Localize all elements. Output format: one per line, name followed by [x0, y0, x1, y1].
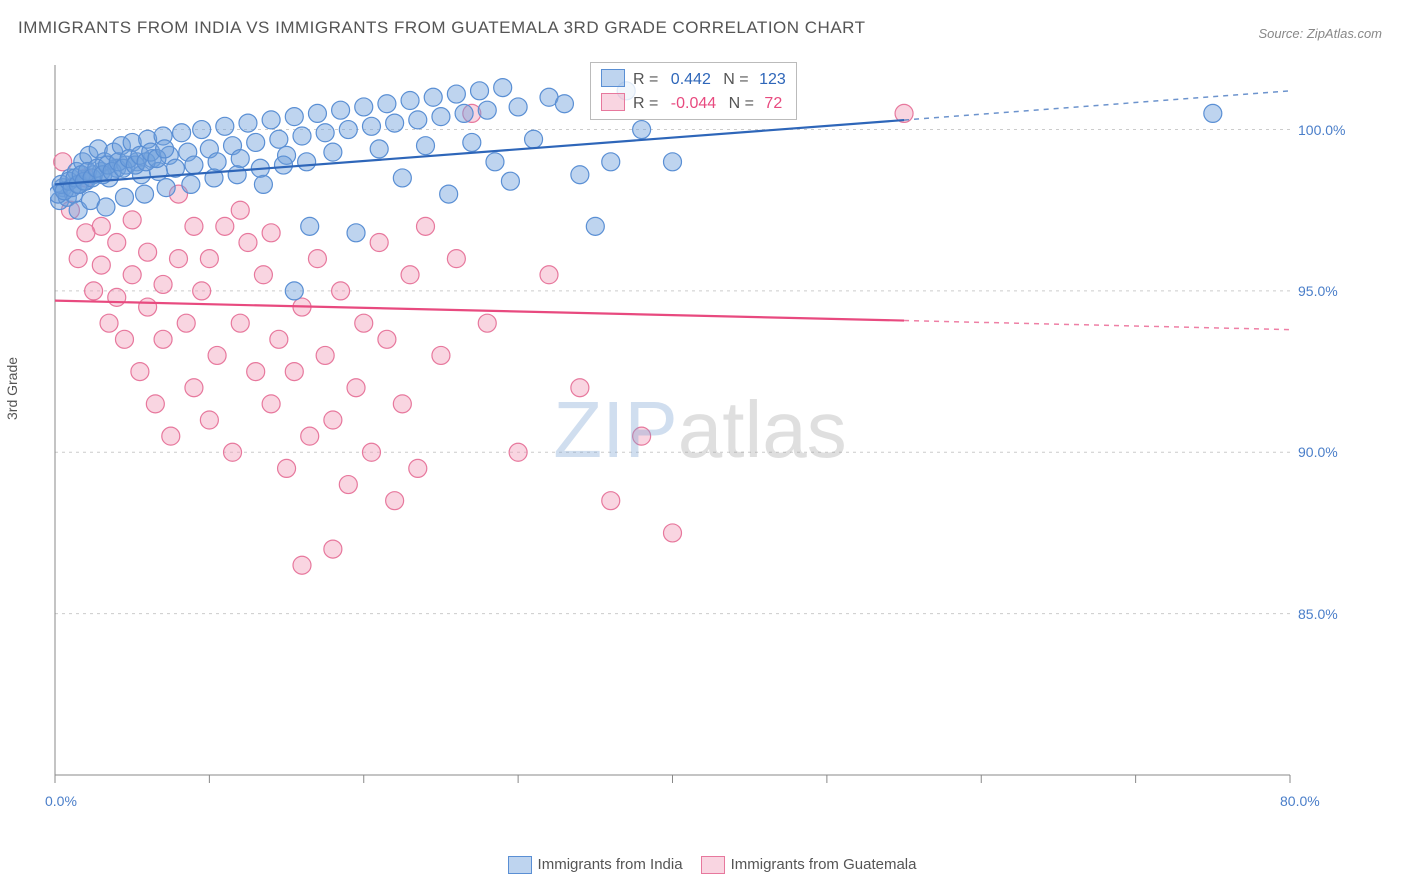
legend-swatch-india	[601, 69, 625, 87]
y-tick-label: 85.0%	[1298, 606, 1338, 622]
chart-plot-area: ZIPatlas R = 0.442 N = 123R = -0.044 N =…	[50, 60, 1350, 800]
y-tick-label: 90.0%	[1298, 444, 1338, 460]
n-label: N =	[729, 95, 754, 112]
legend-swatch-india	[508, 856, 532, 874]
legend-label-guatemala: Immigrants from Guatemala	[731, 856, 917, 873]
r-label: R =	[633, 95, 658, 112]
stat-row-guatemala: R = -0.044 N = 72	[601, 91, 786, 115]
source-attribution: Source: ZipAtlas.com	[1258, 26, 1382, 41]
r-value: 0.442	[663, 71, 719, 88]
x-tick-label: 0.0%	[45, 793, 77, 809]
n-value: 123	[753, 71, 786, 88]
r-label: R =	[633, 71, 658, 88]
legend-swatch-guatemala	[701, 856, 725, 874]
n-value: 72	[758, 95, 782, 112]
y-tick-label: 100.0%	[1298, 122, 1345, 138]
y-axis-label: 3rd Grade	[4, 357, 20, 420]
scatter-plot-svg	[50, 60, 1350, 800]
stat-row-india: R = 0.442 N = 123	[601, 67, 786, 91]
r-value: -0.044	[663, 95, 724, 112]
n-label: N =	[723, 71, 748, 88]
x-tick-label: 80.0%	[1280, 793, 1320, 809]
bottom-legend: Immigrants from India Immigrants from Gua…	[0, 856, 1406, 874]
y-tick-label: 95.0%	[1298, 283, 1338, 299]
legend-swatch-guatemala	[601, 93, 625, 111]
legend-label-india: Immigrants from India	[538, 856, 683, 873]
chart-title: IMMIGRANTS FROM INDIA VS IMMIGRANTS FROM…	[18, 18, 866, 38]
